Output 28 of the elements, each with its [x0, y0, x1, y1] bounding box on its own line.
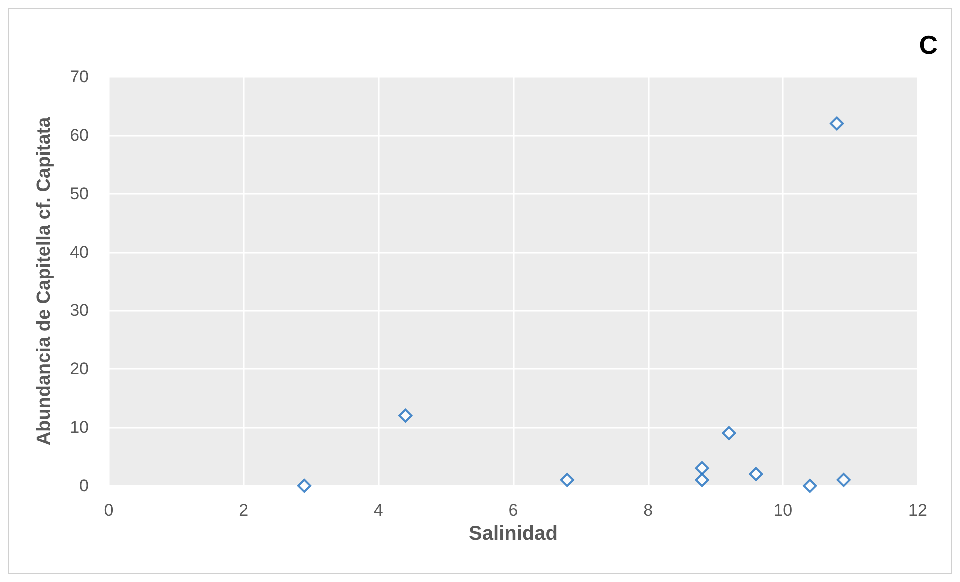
y-tick-label: 10: [70, 418, 89, 438]
x-axis-title: Salinidad: [469, 522, 558, 545]
y-tick-label: 0: [80, 476, 89, 496]
y-tick-label: 20: [70, 360, 89, 379]
y-tick-label: 40: [70, 242, 89, 262]
y-tick-label: 70: [70, 68, 89, 86]
x-tick-label: 12: [908, 501, 928, 520]
x-tick-label: 8: [644, 501, 654, 520]
point: [695, 473, 710, 488]
point: [836, 473, 851, 488]
chart-title: C: [919, 30, 938, 60]
point: [560, 473, 574, 488]
point: [695, 461, 710, 476]
point: [722, 426, 736, 440]
y-tick-label: 30: [70, 301, 89, 320]
y-tick-label: 60: [70, 126, 89, 145]
x-tick-label: 2: [239, 501, 249, 520]
x-tick-label: 6: [508, 501, 518, 520]
y-axis-title: Abundancia de Capitella cf. Capitata: [34, 116, 55, 446]
x-tick-label: 4: [374, 501, 384, 520]
x-tick-label: 10: [774, 501, 793, 520]
x-tick-label: 0: [104, 501, 114, 520]
point: [830, 116, 844, 131]
point: [398, 408, 413, 423]
point: [298, 479, 312, 493]
y-tick-label: 50: [70, 184, 89, 204]
point: [803, 479, 818, 493]
point: [749, 467, 764, 482]
